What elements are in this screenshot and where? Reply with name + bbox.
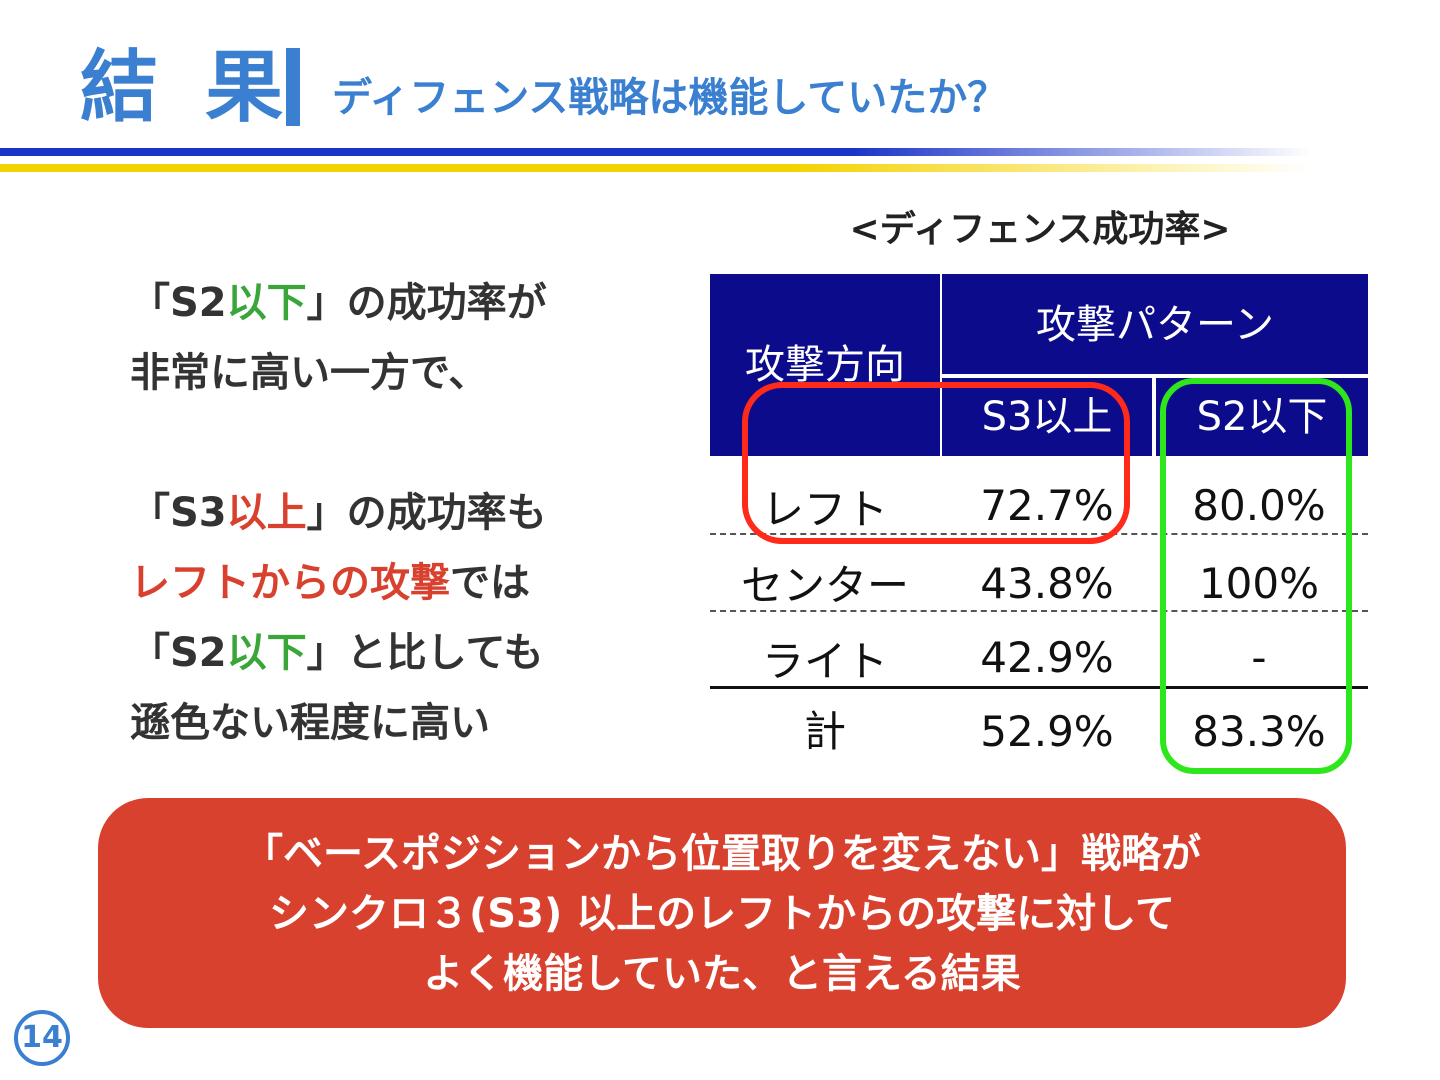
slide-title: 結 果 bbox=[80, 43, 294, 133]
left-paragraph-1: 「S2以下」の成功率が 非常に高い一方で、 bbox=[130, 268, 630, 408]
conclusion-line: シンクロ３(S3) 以上のレフトからの攻撃に対して bbox=[269, 891, 1175, 937]
table-cell: - bbox=[1251, 633, 1267, 682]
total-divider bbox=[710, 686, 1368, 689]
conclusion-line: よく機能していた、と言える結果 bbox=[423, 951, 1021, 997]
total-label: 計 bbox=[803, 707, 846, 756]
highlight-s2-column bbox=[1160, 378, 1352, 774]
slide-subtitle: ディフェンス戦略は機能していたか？ bbox=[332, 75, 1008, 121]
left-line: 遜色ない程度に高い bbox=[130, 700, 490, 746]
title-divider bbox=[286, 48, 300, 126]
row-divider bbox=[710, 610, 1368, 612]
group-header-cell bbox=[942, 274, 1368, 374]
page-number: 14 bbox=[14, 1010, 70, 1066]
left-line: 「S2以下」と比しても bbox=[130, 630, 544, 676]
column-header-s2: S2以下 bbox=[1196, 394, 1328, 440]
row-header-cell bbox=[710, 274, 940, 456]
table-cell: 42.9% bbox=[980, 633, 1114, 682]
total-cell: 52.9% bbox=[980, 707, 1114, 756]
row-label: レフト bbox=[761, 485, 888, 534]
table-cell: 80.0% bbox=[1192, 481, 1326, 530]
table-cell: 43.8% bbox=[980, 559, 1114, 608]
table-title: <ディフェンス成功率> bbox=[849, 209, 1231, 250]
header-rule-blue bbox=[0, 148, 1310, 156]
row-label: ライト bbox=[761, 637, 888, 686]
conclusion-line: 「ベースポジションから位置取りを変えない」戦略が bbox=[243, 831, 1201, 877]
highlight-left-s3 bbox=[742, 382, 1130, 544]
row-label: センター bbox=[740, 561, 909, 610]
left-paragraph-2: 「S3以上」の成功率も レフトからの攻撃では 「S2以下」と比しても 遜色ない程… bbox=[130, 478, 630, 758]
total-cell: 83.3% bbox=[1192, 707, 1326, 756]
left-line: 「S2以下」の成功率が bbox=[130, 280, 547, 326]
table-cell: 100% bbox=[1198, 559, 1320, 608]
left-line: 「S3以上」の成功率も bbox=[130, 490, 547, 536]
left-line: 非常に高い一方で、 bbox=[130, 350, 489, 396]
group-header-label: 攻撃パターン bbox=[1036, 302, 1274, 348]
row-header-label: 攻撃方向 bbox=[745, 342, 905, 388]
conclusion-box: 「ベースポジションから位置取りを変えない」戦略が シンクロ３(S3) 以上のレフ… bbox=[98, 798, 1346, 1028]
header-rule-yellow bbox=[0, 164, 1310, 172]
row-divider bbox=[710, 533, 1368, 535]
left-line: レフトからの攻撃では bbox=[130, 560, 530, 606]
